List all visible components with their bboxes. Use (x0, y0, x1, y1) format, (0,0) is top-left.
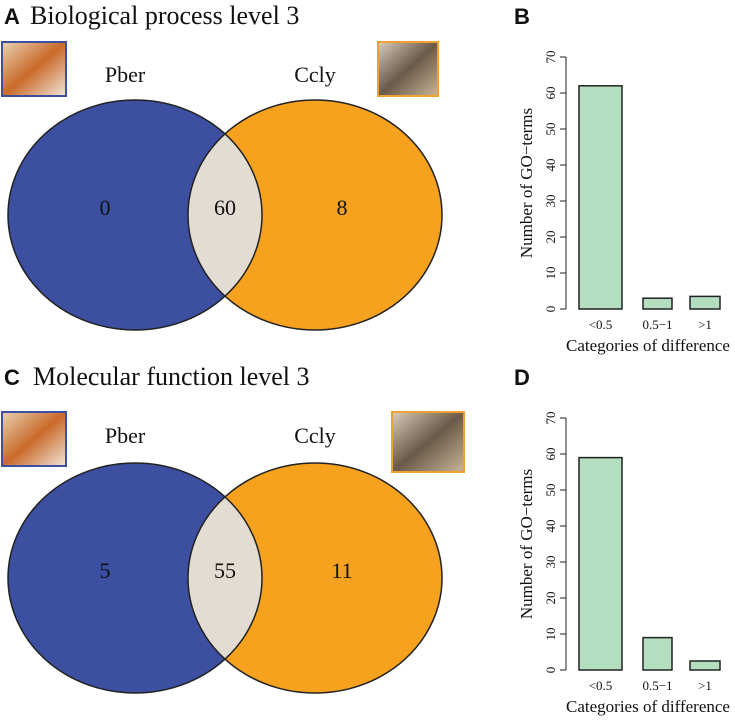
x-tick-label: >1 (698, 317, 712, 332)
y-tick-label: 20 (543, 592, 558, 605)
y-tick-label: 70 (543, 412, 558, 425)
set-name: Pber (105, 62, 146, 87)
y-tick-label: 30 (543, 556, 558, 569)
value-label: 55 (214, 558, 236, 583)
y-tick-label: 0 (543, 306, 558, 313)
venn-set (8, 463, 262, 693)
photo (1, 41, 67, 97)
outline (7, 462, 263, 694)
x-axis-label: Categories of difference (566, 336, 730, 355)
x-tick-label: <0.5 (589, 678, 613, 693)
bar (689, 295, 721, 310)
value-label: 60 (214, 195, 236, 220)
y-tick-label: 30 (543, 195, 558, 208)
panel-label: A (4, 4, 20, 29)
photo (1, 411, 67, 467)
outline (187, 99, 443, 331)
panel-label: D (514, 365, 530, 390)
panel-label: C (4, 365, 20, 390)
y-tick-label: 60 (543, 87, 558, 100)
outline (7, 99, 263, 331)
set-name: Ccly (294, 62, 336, 87)
y-tick-label: 40 (543, 159, 558, 172)
y-tick-label: 20 (543, 231, 558, 244)
y-axis-label: Number of GO−terms (517, 469, 536, 619)
bar (642, 297, 673, 310)
value-label: 5 (100, 558, 111, 583)
x-axis-label: Categories of difference (566, 697, 730, 716)
y-tick-label: 60 (543, 448, 558, 461)
value-label: 8 (337, 195, 348, 220)
panel-label: B (514, 4, 530, 29)
value-label: 11 (331, 558, 352, 583)
photos (1, 41, 465, 473)
photo (377, 41, 439, 97)
x-tick-label: 0.5−1 (642, 678, 672, 693)
bar (578, 456, 623, 671)
x-tick-label: <0.5 (589, 317, 613, 332)
photo (391, 411, 465, 473)
outline (187, 462, 443, 694)
y-tick-label: 50 (543, 484, 558, 497)
x-tick-label: 0.5−1 (642, 317, 672, 332)
venn-set (188, 463, 442, 693)
y-tick-label: 70 (543, 51, 558, 64)
set-name: Pber (105, 423, 146, 448)
set-name: Ccly (294, 423, 336, 448)
bar (642, 636, 673, 671)
panel-title: Biological process level 3 (30, 1, 299, 30)
venn-set (188, 100, 442, 330)
y-axis-label: Number of GO−terms (517, 108, 536, 258)
bar (578, 85, 623, 310)
y-tick-label: 0 (543, 667, 558, 674)
panel-title: Molecular function level 3 (33, 362, 310, 391)
y-tick-label: 10 (543, 628, 558, 641)
y-tick-label: 50 (543, 123, 558, 136)
y-tick-label: 10 (543, 267, 558, 280)
x-tick-label: >1 (698, 678, 712, 693)
venn-set (8, 100, 262, 330)
value-label: 0 (100, 195, 111, 220)
y-tick-label: 40 (543, 520, 558, 533)
bar (689, 660, 721, 671)
